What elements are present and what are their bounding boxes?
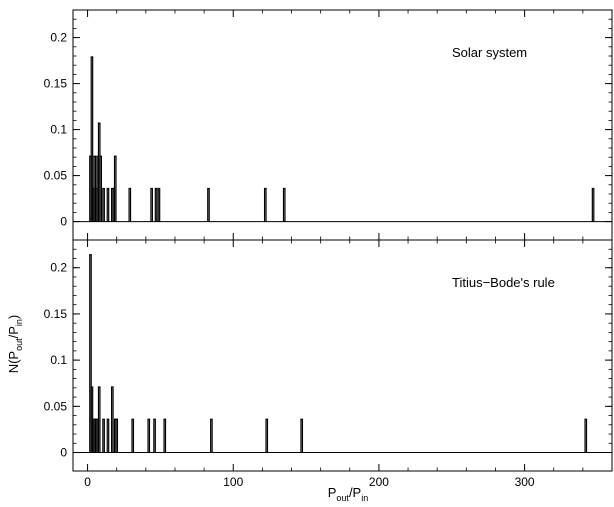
histogram-bin xyxy=(210,418,213,453)
panel-label: Solar system xyxy=(452,45,527,60)
y-axis-label: N(Pout/Pin) xyxy=(6,315,24,374)
histogram-bin xyxy=(128,187,132,222)
histogram-bin xyxy=(163,418,167,453)
histogram-bin xyxy=(102,418,105,453)
x-tick-label: 300 xyxy=(515,475,535,489)
histogram-bin xyxy=(147,418,151,453)
histogram-bin xyxy=(115,418,119,453)
histogram-bin xyxy=(106,187,110,222)
x-tick-label: 100 xyxy=(223,475,243,489)
histogram-bin xyxy=(263,187,267,222)
histogram-bin xyxy=(207,187,210,222)
histogram-bin xyxy=(89,254,92,453)
histogram-bin xyxy=(282,187,286,222)
y-tick-label: 0.15 xyxy=(44,77,68,91)
x-axis-label: Pout/Pin xyxy=(328,485,369,503)
y-tick-label: 0.05 xyxy=(44,169,68,183)
y-tick-label: 0.2 xyxy=(50,31,67,45)
histogram-bin xyxy=(106,418,110,453)
panel-label: Titius−Bode's rule xyxy=(452,275,555,290)
panel-2: 0 0.05 0.1 0.15 0.2 Titius−Bode's rule xyxy=(44,239,613,472)
histogram-bin xyxy=(154,187,158,222)
histogram-bin xyxy=(591,187,595,222)
panel-frame xyxy=(72,239,613,472)
y-tick-label: 0.15 xyxy=(44,307,68,321)
histogram-bin xyxy=(150,187,153,222)
histogram-bin xyxy=(157,187,161,222)
histogram-bin xyxy=(90,56,94,222)
y-tick-label: 0 xyxy=(60,446,67,460)
y-tick-label: 0.1 xyxy=(50,353,67,367)
histogram-bin xyxy=(300,418,304,453)
histogram-bin xyxy=(102,187,105,222)
y-tick-label: 0.2 xyxy=(50,261,67,275)
histogram-bin xyxy=(265,418,269,453)
histogram-bin xyxy=(131,418,135,453)
x-tick-label: 200 xyxy=(369,475,389,489)
y-tick-label: 0 xyxy=(60,215,67,229)
panel-1: 0 0.05 0.1 0.15 0.2 Solar system xyxy=(44,9,613,241)
x-tick-label: 0 xyxy=(84,475,91,489)
y-tick-label: 0.1 xyxy=(50,123,67,137)
histogram-bin xyxy=(97,386,101,453)
histogram-bin xyxy=(584,418,588,453)
histogram-bin xyxy=(99,155,103,222)
histogram-bin xyxy=(111,386,114,453)
histogram-bin xyxy=(153,418,156,453)
y-tick-label: 0.05 xyxy=(44,399,68,413)
panel-frame xyxy=(72,9,613,241)
histogram-bin xyxy=(113,155,117,222)
